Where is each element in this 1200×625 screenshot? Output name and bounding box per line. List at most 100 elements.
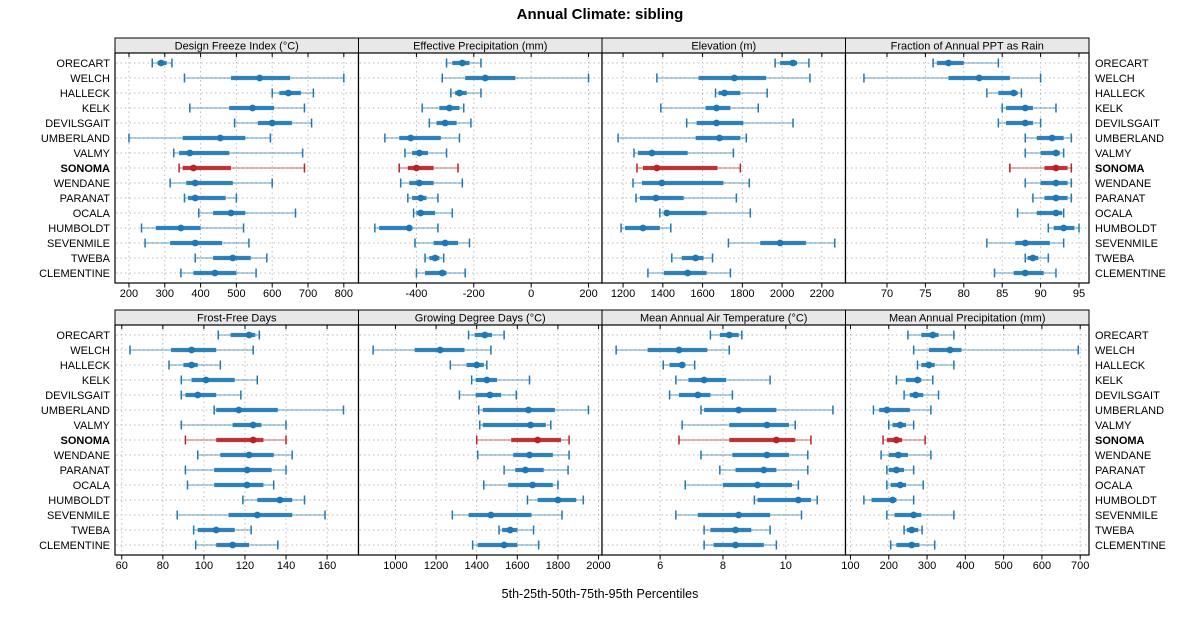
site-label-right-ocala: OCALA: [1095, 480, 1133, 492]
median-dot: [188, 361, 195, 369]
percentile-row-wendane: [476, 450, 570, 460]
percentile-row-devilsgait: [180, 390, 242, 400]
axis-tick-label: 600: [1033, 560, 1051, 572]
axis-tick-label: 2000: [770, 288, 794, 300]
median-dot: [249, 104, 256, 112]
site-label-right-orecart: ORECART: [1095, 58, 1149, 70]
site-label-right-ocala: OCALA: [1095, 208, 1133, 220]
percentile-row-paranat: [407, 193, 439, 203]
median-dot: [975, 74, 983, 82]
median-dot: [188, 346, 195, 354]
median-dot: [431, 254, 439, 262]
percentile-row-clementine: [889, 540, 936, 550]
percentile-row-sonoma: [678, 435, 812, 445]
axis-tick-label: 1800: [546, 560, 570, 572]
site-label-left-halleck: HALLECK: [60, 88, 111, 100]
site-label-left-halleck: HALLECK: [60, 360, 111, 372]
median-dot: [506, 526, 514, 534]
site-label-right-paranat: PARANAT: [1095, 465, 1146, 477]
axis-tick-label: 700: [299, 288, 317, 300]
panel-strip-title: Growing Degree Days (°C): [415, 313, 546, 325]
axis-tick-label: 1800: [730, 288, 754, 300]
median-dot: [678, 361, 686, 369]
median-dot: [413, 164, 420, 172]
median-dot: [1010, 89, 1018, 97]
site-label-left-ocala: OCALA: [73, 480, 111, 492]
median-dot: [893, 436, 900, 444]
median-dot: [735, 511, 743, 519]
median-dot: [1052, 194, 1060, 202]
site-label-left-kelk: KELK: [82, 103, 111, 115]
panel-effective-precipitation-mm: Effective Precipitation (mm) -400 -200 0 200: [357, 37, 603, 300]
percentile-row-sonoma: [475, 435, 570, 445]
median-dot: [1021, 104, 1029, 112]
percentile-row-tweba: [424, 253, 445, 263]
axis-tick-label: 75: [919, 288, 931, 300]
percentile-row-orecart: [217, 330, 261, 340]
percentile-row-halleck: [714, 88, 768, 98]
percentile-row-sonoma: [178, 163, 306, 173]
median-dot: [794, 496, 802, 504]
percentile-row-wendane: [399, 178, 464, 188]
median-dot: [227, 209, 235, 217]
site-label-right-halleck: HALLECK: [1095, 360, 1146, 372]
percentile-row-orecart: [445, 58, 482, 68]
axis-tick-label: 70: [881, 288, 893, 300]
median-dot: [229, 541, 237, 549]
percentile-row-clementine: [647, 268, 732, 278]
percentile-row-paranat: [184, 465, 287, 475]
median-dot: [1048, 134, 1056, 142]
axis-tick-label: 600: [263, 288, 281, 300]
median-dot: [473, 361, 481, 369]
median-dot: [889, 496, 896, 504]
percentile-row-humboldt: [863, 495, 915, 505]
median-dot: [1052, 149, 1060, 157]
percentile-row-clementine: [703, 540, 778, 550]
site-label-right-umberland: UMBERLAND: [1095, 133, 1164, 145]
median-dot: [721, 89, 728, 97]
site-labels-band-1: ORECART ORECART WELCH WELCH HALLECK HALLECK KE…: [39, 330, 1166, 552]
median-dot: [191, 179, 199, 187]
site-label-left-devilsgait: DEVILSGAIT: [45, 118, 110, 130]
median-dot: [191, 239, 199, 247]
site-label-right-orecart: ORECART: [1095, 330, 1149, 342]
site-label-right-tweba: TWEBA: [1095, 525, 1135, 537]
site-label-right-kelk: KELK: [1095, 103, 1124, 115]
site-label-left-ocala: OCALA: [73, 208, 111, 220]
percentile-row-ocala: [483, 480, 559, 490]
median-dot: [663, 209, 671, 217]
percentile-row-orecart: [467, 330, 505, 340]
percentile-row-paranat: [183, 193, 238, 203]
site-label-right-sevenmile: SEVENMILE: [1095, 238, 1158, 250]
site-label-left-sonoma: SONOMA: [61, 435, 111, 447]
site-label-right-sevenmile: SEVENMILE: [1095, 510, 1158, 522]
axis-tick-label: 85: [996, 288, 1008, 300]
median-dot: [730, 74, 738, 82]
percentile-row-umberland: [213, 405, 345, 415]
median-dot: [925, 361, 933, 369]
axis-tick-label: 200: [579, 288, 597, 300]
median-dot: [446, 104, 453, 112]
median-dot: [211, 269, 219, 277]
median-dot: [243, 481, 251, 489]
median-dot: [700, 376, 708, 384]
panel-background: [115, 53, 359, 283]
panel-border: [844, 52, 1090, 284]
site-label-left-orecart: ORECART: [56, 58, 110, 70]
median-dot: [735, 406, 743, 414]
percentile-row-tweba: [498, 525, 535, 535]
site-label-left-wendane: WENDANE: [54, 178, 110, 190]
panel-mean-annual-precipitation-mm: Mean Annual Precipitation (mm) 100 200 300 4…: [841, 309, 1090, 572]
percentile-row-welch: [615, 345, 730, 355]
median-dot: [763, 451, 771, 459]
site-label-left-wendane: WENDANE: [54, 450, 110, 462]
axis-tick-label: 60: [116, 560, 128, 572]
percentile-row-umberland: [128, 133, 272, 143]
panel-strip-title: Fraction of Annual PPT as Rain: [891, 41, 1044, 53]
percentile-row-ocala: [1016, 208, 1065, 218]
percentile-row-clementine: [993, 268, 1057, 278]
percentile-row-kelk: [189, 103, 306, 113]
site-label-left-welch: WELCH: [70, 345, 110, 357]
median-dot: [284, 89, 292, 97]
axis-tick-label: 300: [918, 560, 936, 572]
